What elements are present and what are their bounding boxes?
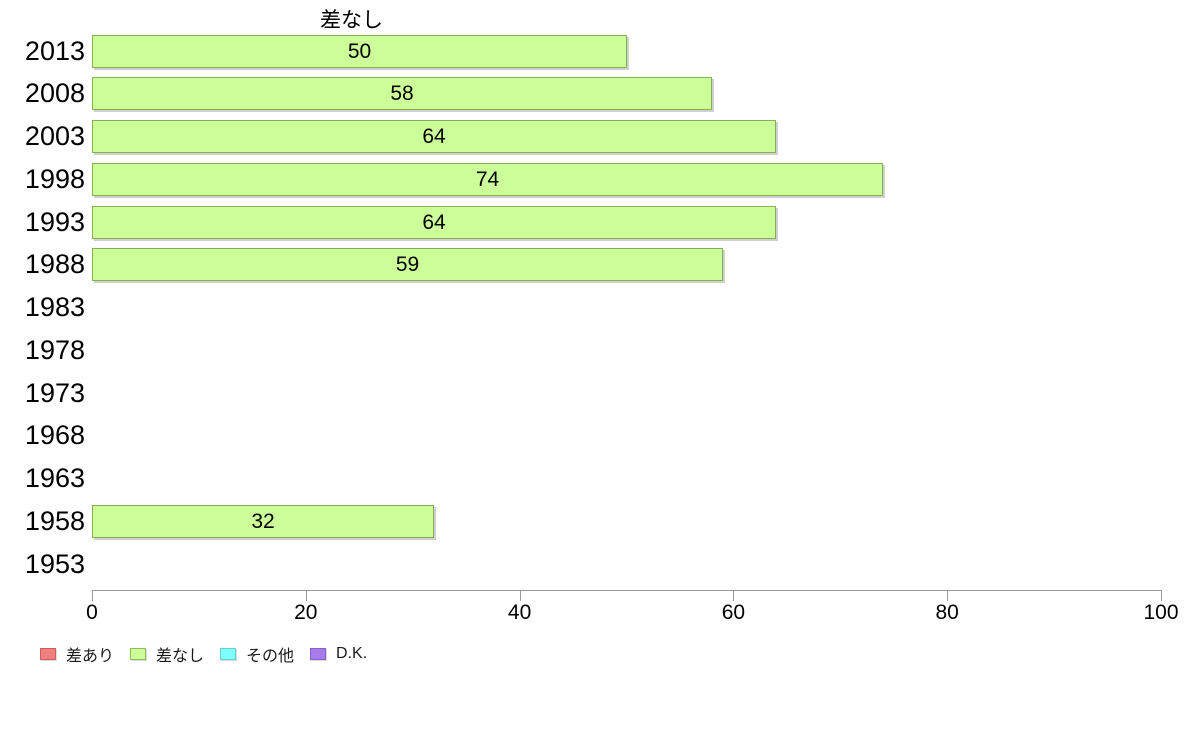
y-axis-label: 1973 bbox=[24, 377, 85, 408]
bar-row: 2013 50 bbox=[0, 34, 1188, 68]
x-axis-tick bbox=[947, 590, 949, 601]
bar-row: 1993 64 bbox=[0, 205, 1188, 239]
x-axis-tick bbox=[733, 590, 735, 601]
bar: 58 bbox=[92, 77, 712, 111]
y-axis-label: 1983 bbox=[24, 292, 85, 322]
bar-value-label: 58 bbox=[390, 82, 414, 106]
y-axis-label: 1958 bbox=[24, 505, 85, 536]
bar-value-label: 64 bbox=[422, 210, 446, 234]
y-axis-label: 2013 bbox=[24, 35, 85, 66]
bar-row: 1953 bbox=[0, 548, 1188, 581]
y-axis-label: 1998 bbox=[24, 163, 85, 194]
y-axis-label: 1978 bbox=[24, 334, 85, 365]
y-axis-label: 2003 bbox=[24, 121, 85, 151]
bar-row: 1978 bbox=[0, 334, 1188, 367]
x-axis-tick-label: 100 bbox=[1143, 601, 1179, 624]
x-axis-tick-label: 0 bbox=[86, 601, 98, 624]
bar-value-label: 59 bbox=[395, 253, 420, 277]
bar: 59 bbox=[92, 248, 723, 282]
legend-swatch bbox=[220, 648, 237, 660]
x-axis-tick bbox=[305, 590, 307, 601]
legend-swatch bbox=[40, 648, 56, 660]
bar-row: 2003 64 bbox=[0, 120, 1188, 153]
bar: 74 bbox=[92, 162, 883, 196]
bar-row: 1983 bbox=[0, 291, 1188, 324]
y-axis-label: 1968 bbox=[24, 420, 85, 451]
legend-swatch bbox=[310, 648, 327, 660]
bar-row: 1998 74 bbox=[0, 162, 1188, 196]
bar: 64 bbox=[92, 205, 776, 239]
legend-item: D.K. bbox=[310, 645, 367, 663]
x-axis-tick-label: 60 bbox=[721, 601, 746, 624]
legend-label: 差なし bbox=[156, 648, 205, 665]
y-axis-label: 1993 bbox=[24, 206, 85, 237]
legend-item: その他 bbox=[220, 642, 294, 666]
chart-title: 差なし bbox=[320, 9, 383, 32]
bar-value-label: 50 bbox=[347, 39, 372, 63]
x-axis-tick-label: 20 bbox=[294, 601, 318, 624]
x-axis-tick bbox=[1161, 590, 1162, 601]
y-axis-label: 1953 bbox=[24, 548, 85, 579]
bar-row: 1988 59 bbox=[0, 248, 1188, 282]
bar-row: 2008 58 bbox=[0, 77, 1188, 111]
y-axis-label: 1963 bbox=[24, 463, 85, 493]
bar: 64 bbox=[92, 120, 776, 153]
legend-swatch bbox=[130, 648, 147, 660]
legend-item: 差あり bbox=[40, 642, 114, 666]
x-axis-tick bbox=[92, 590, 93, 601]
legend: 差あり 差なし その他 D.K. bbox=[40, 642, 383, 666]
legend-label: その他 bbox=[246, 648, 295, 665]
bar-value-label: 74 bbox=[475, 167, 500, 191]
bar-row: 1963 bbox=[0, 462, 1188, 495]
bar-value-label: 64 bbox=[422, 125, 446, 148]
y-axis-label: 1988 bbox=[24, 249, 85, 280]
x-axis-line bbox=[92, 590, 1162, 591]
legend-label: 差あり bbox=[66, 648, 115, 665]
bar-value-label: 32 bbox=[251, 509, 275, 533]
bar: 50 bbox=[92, 34, 627, 68]
bar-row: 1968 bbox=[0, 419, 1188, 452]
bar: 32 bbox=[92, 504, 434, 538]
bar-row: 1973 bbox=[0, 377, 1188, 410]
x-axis-tick-label: 80 bbox=[935, 601, 959, 624]
legend-label: D.K. bbox=[336, 645, 368, 662]
x-axis-tick-label: 40 bbox=[507, 601, 532, 624]
x-axis-tick bbox=[519, 590, 521, 601]
bar-row: 1958 32 bbox=[0, 504, 1188, 538]
legend-item: 差なし bbox=[130, 642, 204, 666]
y-axis-label: 2008 bbox=[24, 78, 85, 109]
